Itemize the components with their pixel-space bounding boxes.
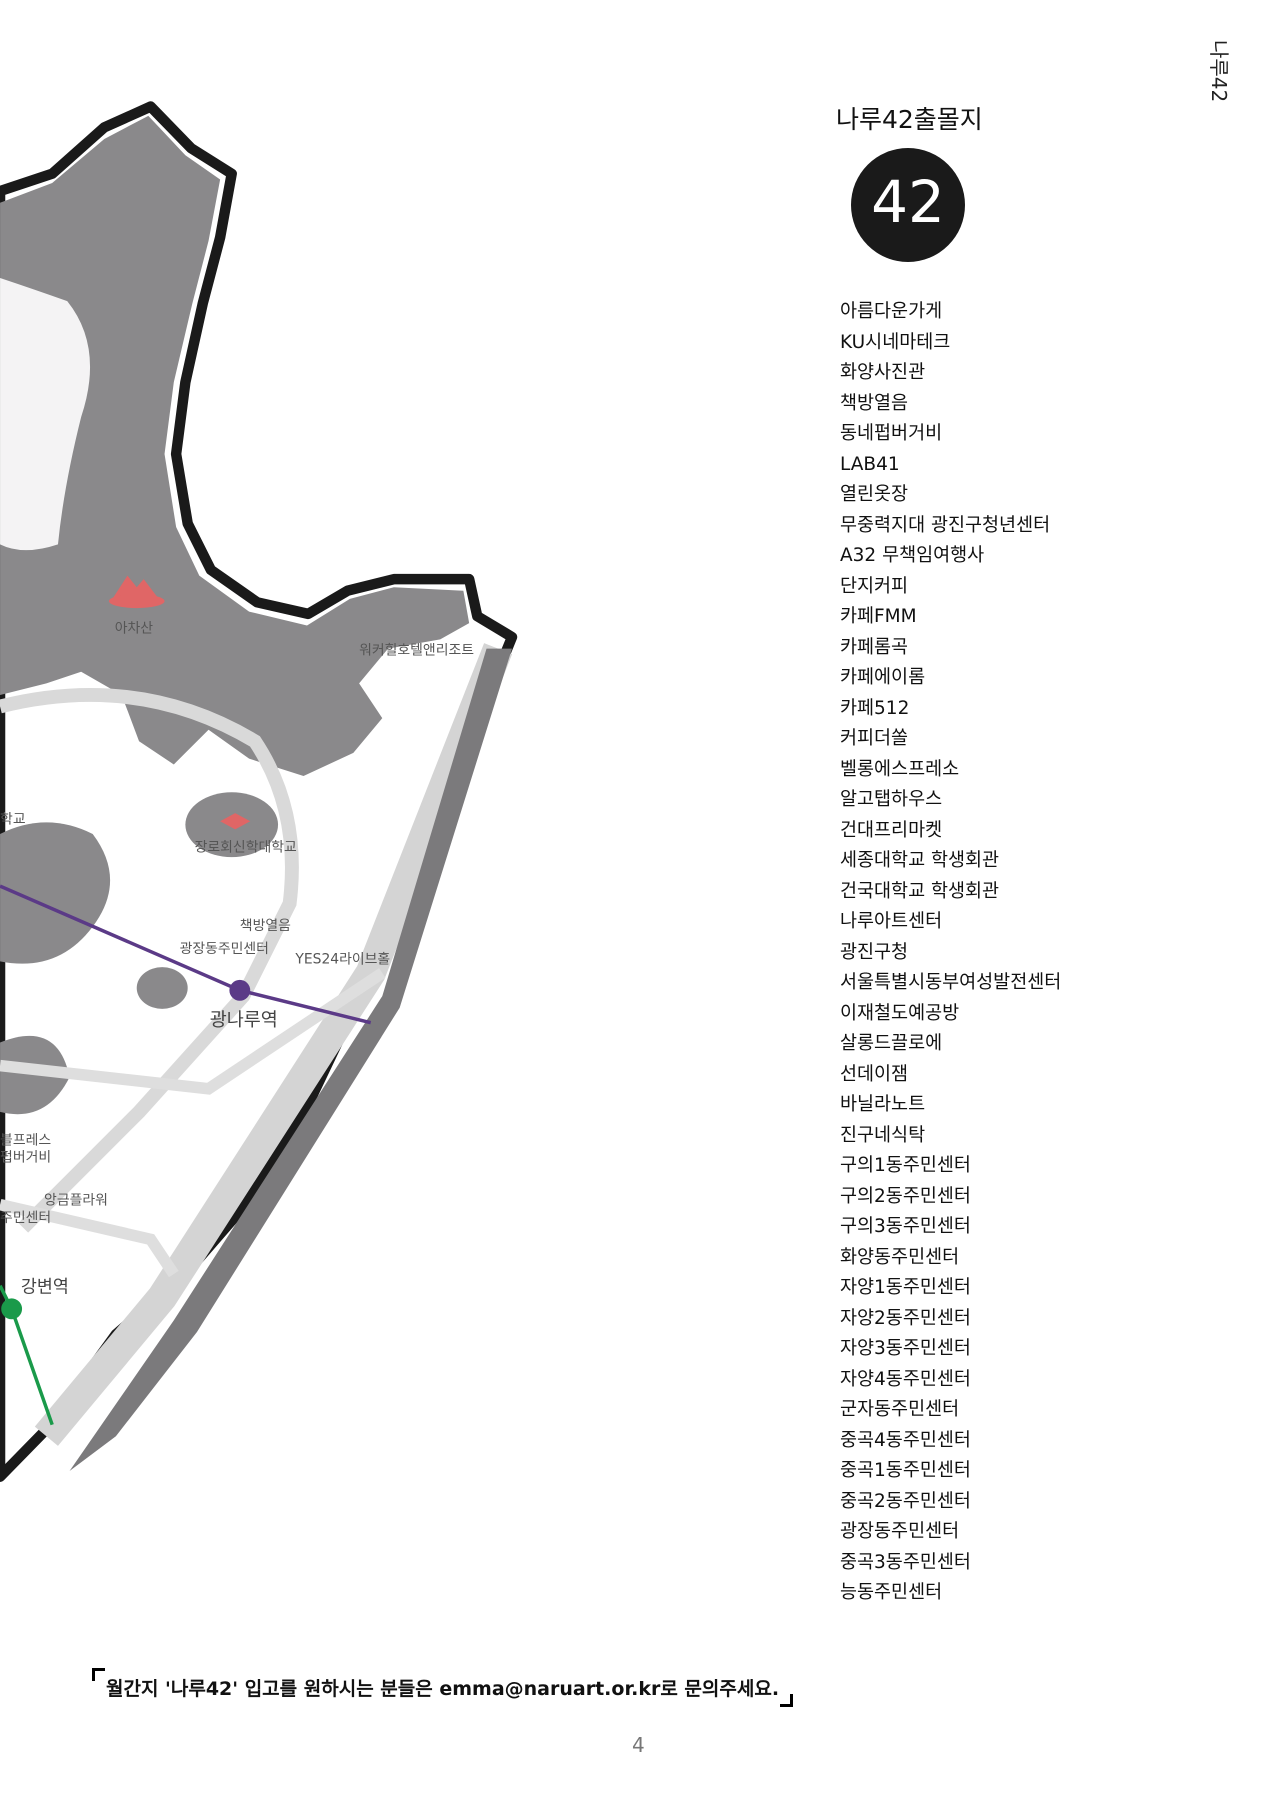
- place-item: 광진구청: [840, 941, 909, 963]
- place-item: 선데이잼: [840, 1063, 909, 1085]
- map-label: 책방열음: [240, 918, 291, 934]
- place-item: KU시네마테크: [840, 331, 951, 353]
- place-item: 광장동주민센터: [840, 1521, 960, 1542]
- place-item: 벨롱에스프레소: [840, 758, 960, 780]
- place-item: 동네펍버거비: [840, 423, 943, 444]
- place-item: 카페512: [840, 697, 910, 719]
- mountain-icon: [112, 575, 159, 599]
- place-item: 단지커피: [840, 575, 909, 597]
- place-item: 진구네식탁: [840, 1124, 926, 1146]
- school-icon: [220, 813, 251, 830]
- side-label: 나루42: [1207, 40, 1231, 103]
- place-item: 자양3동주민센터: [840, 1338, 971, 1359]
- map-label: 블프레스: [0, 1132, 51, 1148]
- place-item: 카페FMM: [840, 606, 917, 627]
- place-item: 이재철도예공방: [840, 1002, 960, 1024]
- place-item: 중곡4동주민센터: [840, 1429, 971, 1451]
- place-item: 자양1동주민센터: [840, 1277, 971, 1298]
- place-item: 커피더쏠: [840, 728, 909, 749]
- map-label: 강변역: [21, 1278, 69, 1298]
- map-label: 학교: [0, 812, 26, 828]
- map-label: YES24라이브홀: [294, 952, 390, 968]
- place-item: 열린옷장: [840, 484, 909, 505]
- place-item: 카페에이롬: [840, 667, 926, 688]
- road: [0, 1198, 179, 1278]
- page-number: 4: [632, 1733, 645, 1757]
- map-label: 워커힐호텔앤리조트: [359, 642, 474, 658]
- station: [1, 1298, 23, 1320]
- place-item: 살롱드끌로에: [840, 1033, 943, 1054]
- place-item: 화양사진관: [840, 362, 926, 383]
- place-item: 나루아트센터: [840, 911, 943, 932]
- place-item: LAB41: [840, 453, 900, 475]
- place-item: 아름다운가게: [840, 301, 943, 322]
- place-item: 책방열음: [840, 392, 909, 414]
- place-item: 능동주민센터: [840, 1582, 943, 1603]
- map-label: 아차산: [115, 620, 154, 636]
- map-label: 광장동주민센터: [180, 941, 269, 957]
- place-item: 무중력지대 광진구청년센터: [840, 514, 1051, 536]
- place-item: 알고탭하우스: [840, 789, 943, 810]
- logo-circle: [851, 148, 965, 262]
- place-item: 구의2동주민센터: [840, 1185, 971, 1207]
- mountain-icon: [108, 594, 165, 609]
- footer-note: 월간지 '나루42' 입고를 원하시는 분들은 emma@naruart.or.…: [92, 1668, 794, 1707]
- mountain: [136, 967, 188, 1009]
- map-label: 펍버거비: [0, 1150, 51, 1166]
- place-item: 중곡3동주민센터: [840, 1551, 971, 1573]
- place-item: 건대프리마켓: [840, 819, 943, 841]
- heading: 나루42출몰지: [836, 105, 983, 134]
- logo-text: 42: [871, 168, 945, 236]
- place-item: 자양2동주민센터: [840, 1307, 971, 1329]
- place-item: 구의1동주민센터: [840, 1155, 971, 1176]
- place-item: 세종대학교 학생회관: [840, 850, 1000, 871]
- map-label: 광나루역: [210, 1010, 278, 1031]
- river: [69, 648, 513, 1471]
- place-item: 서울특별시동부여성발전센터: [840, 972, 1062, 993]
- road: [0, 688, 299, 1233]
- place-item: 화양동주민센터: [840, 1246, 960, 1268]
- mountain: [0, 115, 470, 777]
- place-item: 바닐라노트: [840, 1094, 926, 1115]
- place-item: 카페롬곡: [840, 636, 909, 658]
- place-item: 구의3동주민센터: [840, 1216, 971, 1237]
- road: [34, 643, 513, 1446]
- mountain: [0, 822, 111, 964]
- place-item: 군자동주민센터: [840, 1399, 960, 1420]
- map-label: 장로회신학대학교: [195, 839, 297, 855]
- map-label: 주민센터: [0, 1210, 51, 1226]
- place-item: A32 무책임여행사: [840, 545, 985, 566]
- place-item: 중곡1동주민센터: [840, 1460, 971, 1481]
- station: [229, 979, 251, 1001]
- logo: 42: [851, 148, 965, 262]
- map-label: 앙금플라워: [44, 1193, 108, 1209]
- place-item: 중곡2동주민센터: [840, 1490, 971, 1512]
- place-item: 자양4동주민센터: [840, 1368, 971, 1390]
- mountain: [0, 277, 91, 551]
- place-item: 건국대학교 학생회관: [840, 880, 1000, 902]
